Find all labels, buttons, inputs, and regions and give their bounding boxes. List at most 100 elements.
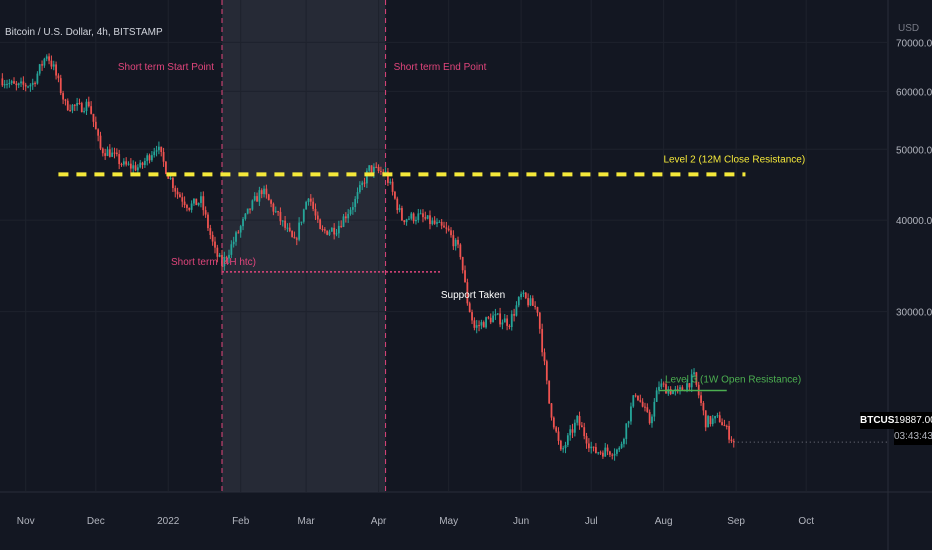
- x-tick-label: Apr: [371, 516, 387, 527]
- candle-body: [372, 166, 375, 174]
- level-2-label: Level 2 (12M Close Resistance): [663, 154, 805, 165]
- candle-body: [613, 453, 616, 456]
- candle-body: [665, 384, 667, 394]
- candle-body: [244, 213, 247, 219]
- candle-body: [559, 440, 562, 450]
- candle-body: [676, 389, 679, 391]
- candle-body: [120, 164, 123, 166]
- candle-body: [389, 181, 392, 183]
- candle-body: [302, 209, 305, 222]
- candle-body: [723, 425, 726, 427]
- candle-body: [695, 372, 698, 385]
- candle-body: [188, 207, 191, 210]
- candle-body: [272, 203, 275, 212]
- candle-body: [253, 196, 256, 201]
- candle-body: [34, 82, 36, 84]
- x-tick-label: 2022: [157, 516, 180, 527]
- candle-body: [1, 78, 4, 86]
- candle-body: [263, 188, 265, 195]
- candle-body: [482, 322, 485, 328]
- candle-body: [681, 387, 684, 391]
- candle-body: [87, 101, 90, 107]
- candle-body: [527, 298, 530, 306]
- candle-body: [545, 361, 548, 381]
- candle-body: [417, 213, 420, 220]
- symbol-title: Bitcoin / U.S. Dollar, 4h, BITSTAMP: [5, 27, 163, 38]
- candle-body: [162, 152, 165, 162]
- candle-body: [489, 317, 492, 323]
- candle-body: [454, 239, 457, 247]
- candle-body: [648, 412, 651, 424]
- candle-body: [709, 416, 712, 425]
- candle-body: [288, 227, 291, 232]
- event-marker-label: Short term End Point: [394, 62, 487, 73]
- candle-body: [279, 211, 282, 222]
- x-tick-label: Oct: [798, 516, 814, 527]
- candle-body: [190, 203, 193, 210]
- bar-countdown: 03:43:43: [894, 429, 932, 445]
- candle-body: [597, 452, 600, 454]
- candle-body: [230, 244, 233, 255]
- candle-body: [375, 166, 378, 168]
- candle-body: [92, 113, 95, 122]
- candle-body: [496, 313, 499, 315]
- candle-body: [480, 322, 483, 326]
- candle-body: [627, 421, 630, 424]
- candle-body: [78, 102, 81, 104]
- candle-body: [176, 191, 179, 195]
- candle-body: [104, 153, 107, 156]
- candle-body: [555, 427, 558, 432]
- candle-body: [286, 227, 289, 229]
- x-tick-label: Feb: [232, 516, 250, 527]
- candle-body: [679, 387, 681, 390]
- candle-body: [24, 84, 27, 87]
- candle-body: [662, 383, 665, 385]
- candle-body: [672, 390, 674, 395]
- candle-body: [564, 444, 567, 449]
- candle-body: [403, 220, 406, 223]
- candle-body: [333, 227, 336, 235]
- candle-body: [134, 165, 137, 171]
- candle-body: [312, 201, 315, 209]
- candle-body: [237, 232, 240, 234]
- candle-body: [637, 395, 639, 401]
- candle-body: [632, 395, 635, 407]
- candle-body: [620, 443, 623, 448]
- chart-plot-area[interactable]: [0, 0, 888, 492]
- candle-body: [471, 312, 473, 321]
- candle-body: [361, 182, 364, 186]
- candle-body: [531, 298, 534, 306]
- candle-body: [700, 395, 702, 403]
- candle-body: [508, 325, 511, 327]
- event-marker-label: Short term Start Point: [118, 62, 214, 73]
- candle-body: [415, 219, 417, 222]
- candle-body: [330, 227, 333, 232]
- candle-body: [721, 422, 723, 426]
- candle-body: [153, 151, 156, 156]
- candle-body: [690, 374, 693, 388]
- candle-body: [541, 328, 544, 353]
- candle-body: [538, 312, 541, 329]
- x-tick-label: Jul: [585, 516, 598, 527]
- candle-body: [258, 190, 261, 202]
- candle-body: [641, 401, 644, 407]
- candle-body: [573, 422, 576, 433]
- candle-body: [293, 236, 296, 239]
- candle-body: [569, 429, 572, 436]
- candle-body: [618, 447, 621, 450]
- candle-body: [141, 162, 144, 166]
- candle-body: [566, 435, 569, 445]
- candle-body: [342, 216, 345, 227]
- candle-body: [265, 188, 268, 195]
- candle-body: [501, 322, 504, 325]
- candle-body: [158, 146, 160, 151]
- candle-body: [377, 166, 380, 171]
- candle-body: [41, 64, 43, 66]
- candle-body: [716, 415, 719, 417]
- candle-body: [183, 201, 186, 206]
- candle-body: [66, 100, 69, 111]
- candle-body: [478, 325, 480, 327]
- candle-body: [639, 400, 642, 402]
- candle-body: [6, 84, 8, 86]
